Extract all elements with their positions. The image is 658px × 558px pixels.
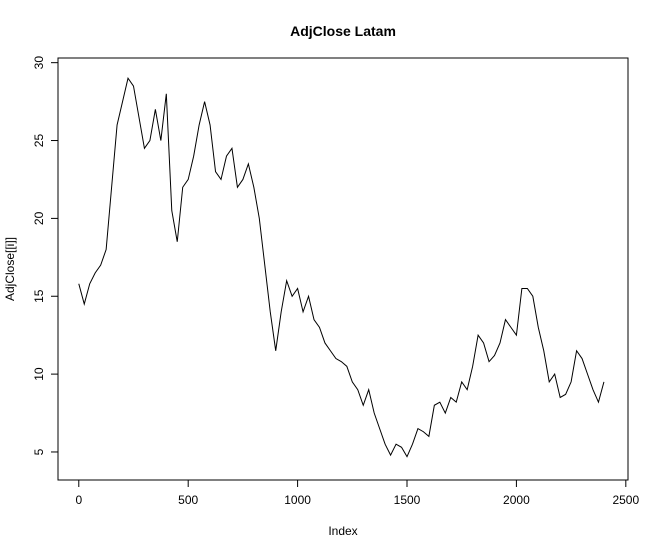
x-tick-label: 0 [75, 493, 82, 507]
line-series [78, 77, 605, 458]
x-tick-label: 1500 [394, 493, 421, 507]
x-tick-label: 500 [178, 493, 198, 507]
y-tick-label: 25 [32, 134, 46, 148]
chart-title: AdjClose Latam [290, 23, 396, 39]
plot-box [57, 57, 629, 481]
y-axis-label: AdjClose[[i]] [3, 237, 17, 301]
x-tick-label: 2500 [612, 493, 639, 507]
y-tick-label: 30 [32, 56, 46, 70]
x-axis-label: Index [328, 524, 357, 538]
x-tick-label: 1000 [284, 493, 311, 507]
y-tick-label: 5 [32, 448, 46, 455]
y-tick-label: 10 [32, 367, 46, 381]
y-tick-label: 15 [32, 289, 46, 303]
x-tick-label: 2000 [503, 493, 530, 507]
y-tick-label: 20 [32, 211, 46, 225]
